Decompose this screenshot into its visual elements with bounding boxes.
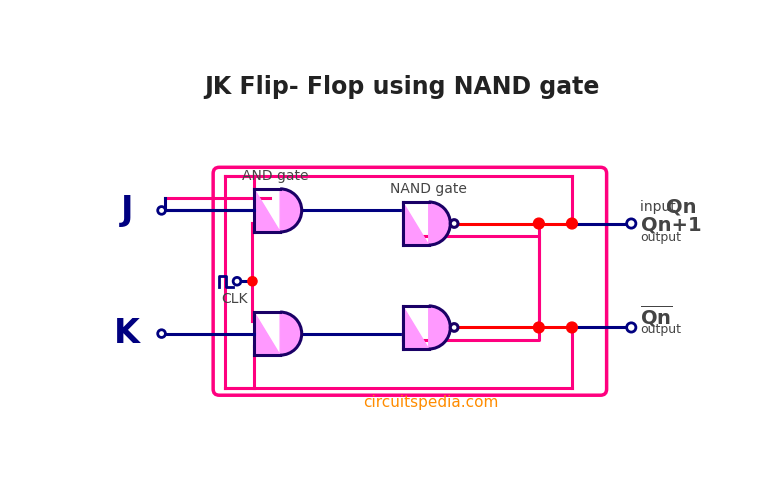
Circle shape (450, 324, 458, 331)
Text: input: input (641, 199, 681, 213)
Text: Qn+1: Qn+1 (641, 215, 701, 235)
Text: K: K (114, 317, 140, 350)
Circle shape (158, 207, 165, 214)
Polygon shape (402, 202, 450, 245)
Circle shape (533, 218, 544, 229)
Text: NAND gate: NAND gate (390, 182, 467, 196)
Circle shape (567, 218, 577, 229)
Text: AND gate: AND gate (241, 169, 308, 183)
Text: Qn: Qn (666, 197, 696, 216)
Circle shape (248, 277, 257, 286)
Text: CLK: CLK (221, 292, 247, 306)
Circle shape (233, 277, 241, 285)
Text: output: output (641, 231, 681, 244)
Circle shape (626, 219, 636, 228)
Text: J: J (121, 194, 133, 227)
Circle shape (626, 323, 636, 332)
Text: circuitspedia.com: circuitspedia.com (363, 395, 499, 410)
Polygon shape (254, 189, 302, 232)
Polygon shape (254, 312, 302, 355)
Circle shape (450, 220, 458, 227)
Polygon shape (402, 306, 450, 349)
Text: output: output (641, 323, 681, 336)
Text: $\overline{\mathbf{Qn}}$: $\overline{\mathbf{Qn}}$ (641, 303, 673, 329)
Circle shape (567, 322, 577, 333)
Text: JK Flip- Flop using NAND gate: JK Flip- Flop using NAND gate (204, 75, 600, 99)
Circle shape (158, 330, 165, 338)
Circle shape (533, 322, 544, 333)
